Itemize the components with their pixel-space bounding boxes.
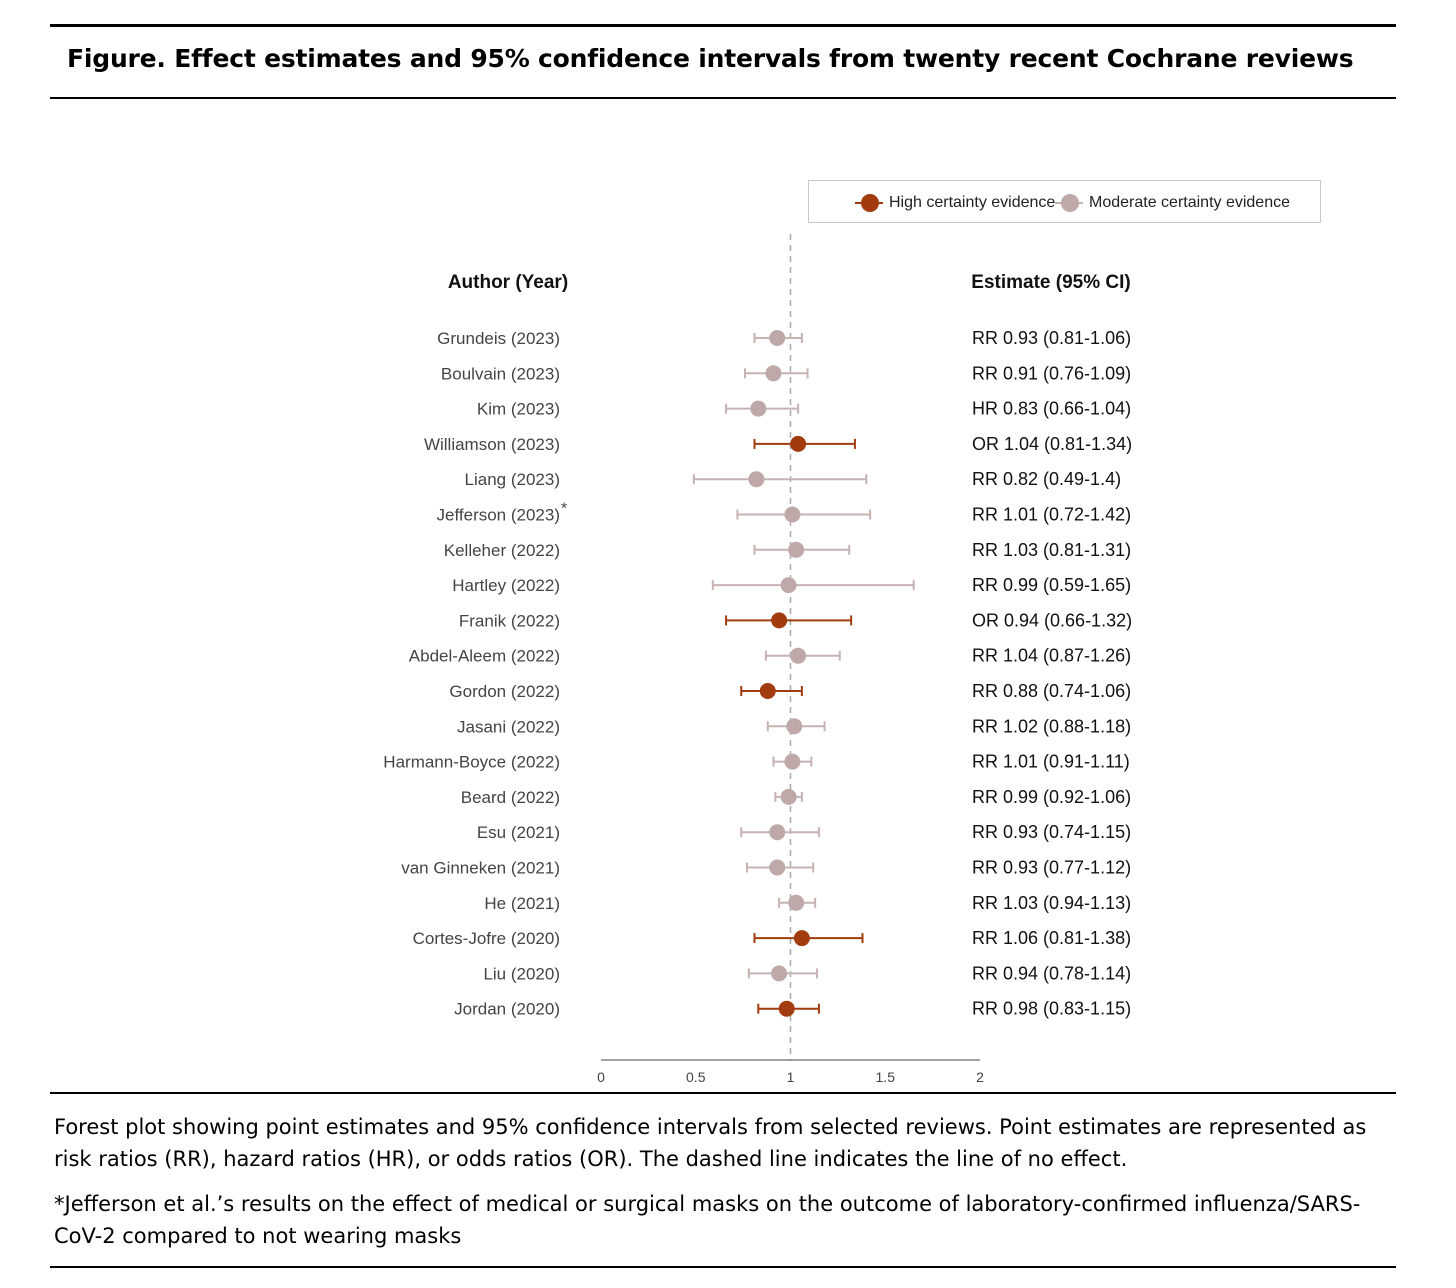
study-label: Cortes-Jofre (2020) <box>413 929 560 948</box>
figure-title: Figure. Effect estimates and 95% confide… <box>67 44 1354 73</box>
point-estimate <box>788 541 805 558</box>
legend-item-moderate: Moderate certainty evidence <box>1053 181 1290 224</box>
study-label: Harmann-Boyce (2022) <box>383 753 560 772</box>
title-rule <box>50 97 1396 99</box>
legend-moderate-symbol <box>1053 181 1085 224</box>
point-estimate <box>784 753 801 770</box>
point-estimate <box>780 577 797 594</box>
estimate-label: RR 0.93 (0.81-1.06) <box>972 328 1131 348</box>
study-label: Williamson (2023) <box>424 435 560 454</box>
study-label: Abdel-Aleem (2022) <box>409 647 560 666</box>
study-label: Franik (2022) <box>459 611 560 630</box>
x-tick-label: 1.5 <box>876 1069 896 1085</box>
figure-caption: Forest plot showing point estimates and … <box>54 1115 1367 1171</box>
point-estimate <box>784 506 801 523</box>
point-estimate <box>786 718 803 735</box>
forest-plot: Author (Year) Estimate (95% CI) Grundeis (… <box>383 234 1132 1085</box>
study-marker: * <box>561 501 567 518</box>
estimate-label: OR 0.94 (0.66-1.32) <box>972 610 1132 630</box>
estimate-label: RR 1.03 (0.81-1.31) <box>972 540 1131 560</box>
study-label: van Ginneken (2021) <box>401 859 560 878</box>
study-label: Beard (2022) <box>461 788 560 807</box>
x-tick-label: 0 <box>597 1069 605 1085</box>
point-estimate <box>788 894 805 911</box>
legend-high-label: High certainty evidence <box>889 193 1056 211</box>
estimate-label: RR 1.04 (0.87-1.26) <box>972 646 1131 666</box>
point-estimate <box>780 788 797 805</box>
study-label: Liang (2023) <box>465 470 560 489</box>
point-estimate <box>759 683 776 699</box>
study-label: Gordon (2022) <box>449 682 560 701</box>
estimate-label: RR 1.06 (0.81-1.38) <box>972 928 1131 948</box>
estimate-label: RR 0.98 (0.83-1.15) <box>972 999 1131 1019</box>
study-label: Jefferson (2023) <box>437 506 560 525</box>
x-tick-label: 0.5 <box>686 1069 706 1085</box>
study-label: Boulvain (2023) <box>441 364 560 383</box>
point-estimate <box>769 824 786 841</box>
point-estimate <box>769 859 786 876</box>
study-label: Liu (2020) <box>483 964 560 983</box>
point-estimate <box>771 612 788 629</box>
estimate-label: RR 1.01 (0.91-1.11) <box>972 752 1130 772</box>
point-estimate <box>765 365 782 382</box>
point-estimate <box>750 400 767 417</box>
bottom-rule <box>50 1266 1396 1268</box>
point-estimate <box>793 930 810 947</box>
study-label: Grundeis (2023) <box>437 329 560 348</box>
x-tick-label: 2 <box>976 1069 984 1085</box>
author-column-header: Author (Year) <box>448 272 568 293</box>
estimate-label: HR 0.83 (0.66-1.04) <box>972 399 1131 419</box>
study-label: He (2021) <box>484 894 560 913</box>
top-rule <box>50 24 1396 27</box>
point-estimate <box>748 471 765 488</box>
estimate-label: RR 0.94 (0.78-1.14) <box>972 963 1131 983</box>
legend-item-high: High certainty evidence <box>853 181 1055 224</box>
estimate-label: RR 1.01 (0.72-1.42) <box>972 505 1131 525</box>
plot-bottom-rule <box>50 1092 1396 1094</box>
estimate-label: RR 0.99 (0.92-1.06) <box>972 787 1131 807</box>
estimate-label: RR 1.02 (0.88-1.18) <box>972 716 1131 736</box>
legend-moderate-label: Moderate certainty evidence <box>1089 193 1290 211</box>
study-label: Kelleher (2022) <box>444 541 560 560</box>
estimate-label: RR 0.91 (0.76-1.09) <box>972 363 1131 383</box>
estimate-label: RR 0.93 (0.77-1.12) <box>972 858 1131 878</box>
point-estimate <box>769 330 786 346</box>
estimate-label: RR 0.99 (0.59-1.65) <box>972 575 1131 595</box>
study-label: Esu (2021) <box>477 823 560 842</box>
estimate-label: RR 1.03 (0.94-1.13) <box>972 893 1131 913</box>
legend: High certainty evidence Moderate certain… <box>808 180 1321 223</box>
estimate-label: RR 0.93 (0.74-1.15) <box>972 822 1131 842</box>
study-label: Hartley (2022) <box>452 576 560 595</box>
point-estimate <box>790 435 807 452</box>
estimate-label: OR 1.04 (0.81-1.34) <box>972 434 1132 454</box>
estimate-label: RR 0.88 (0.74-1.06) <box>972 681 1131 701</box>
figure-footnote: *Jefferson et al.’s results on the effec… <box>54 1192 1361 1248</box>
study-label: Kim (2023) <box>477 400 560 419</box>
study-label: Jasani (2022) <box>457 717 560 736</box>
estimate-column-header: Estimate (95% CI) <box>971 272 1130 293</box>
x-tick-label: 1 <box>787 1069 795 1085</box>
point-estimate <box>771 965 788 982</box>
study-label: Jordan (2020) <box>454 1000 560 1019</box>
legend-high-symbol <box>853 181 885 224</box>
point-estimate <box>790 647 807 664</box>
estimate-label: RR 0.82 (0.49-1.4) <box>972 469 1121 489</box>
point-estimate <box>778 1000 795 1017</box>
